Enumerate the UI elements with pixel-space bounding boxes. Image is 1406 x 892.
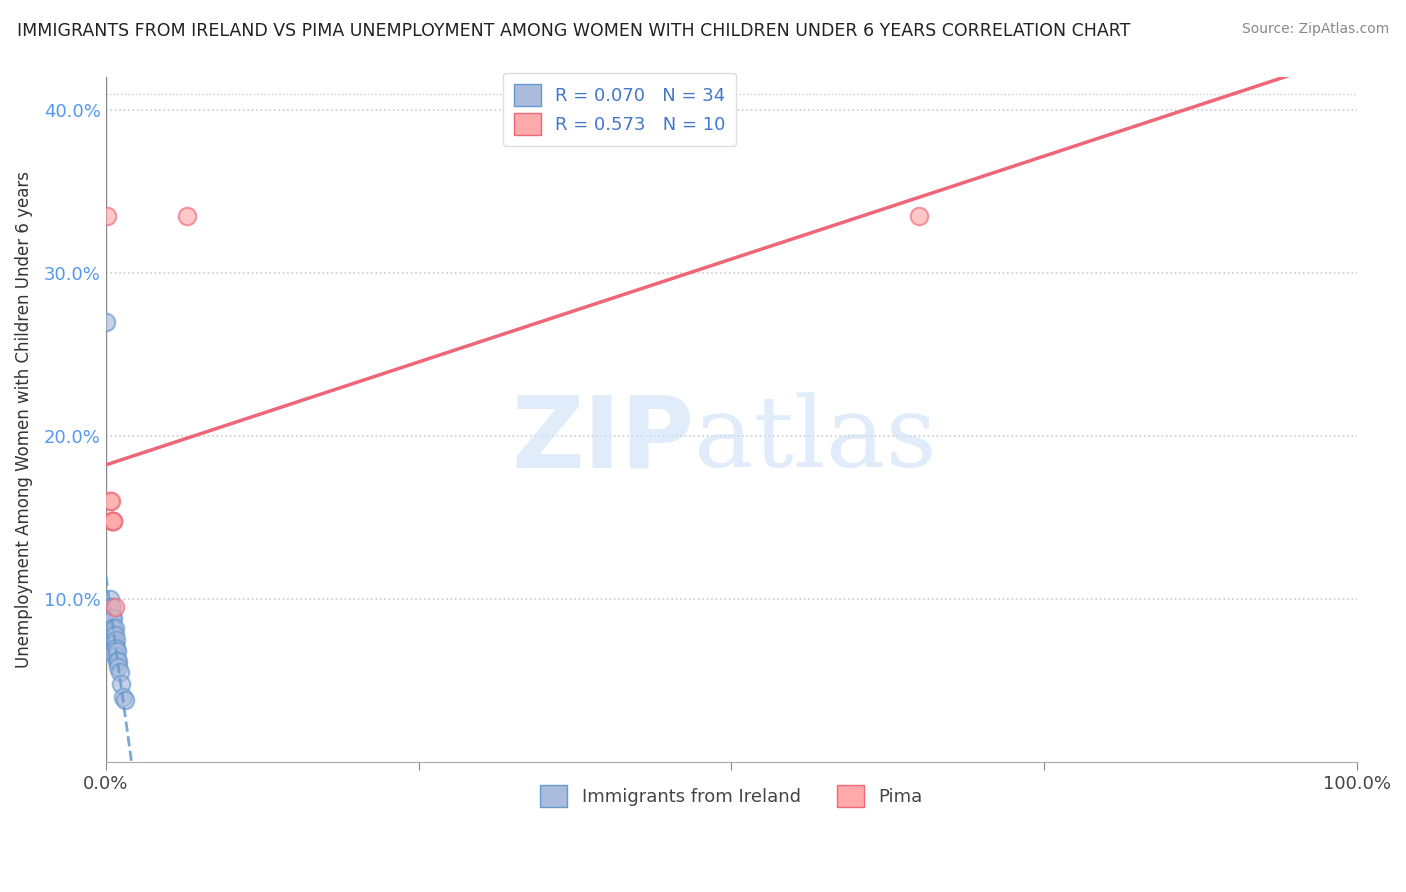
Point xyxy=(105,654,128,668)
Point xyxy=(104,632,127,647)
Point xyxy=(103,632,125,647)
Point xyxy=(101,611,124,625)
Point xyxy=(908,209,931,223)
Point xyxy=(104,637,127,651)
Point xyxy=(101,628,124,642)
Point xyxy=(98,599,121,614)
Point xyxy=(98,591,121,606)
Point xyxy=(100,621,122,635)
Point xyxy=(112,690,135,704)
Point xyxy=(100,494,122,508)
Point xyxy=(101,599,124,614)
Point xyxy=(100,628,122,642)
Point xyxy=(96,624,118,639)
Point xyxy=(104,599,127,614)
Point xyxy=(101,514,124,528)
Point xyxy=(98,616,121,631)
Point xyxy=(94,315,117,329)
Point xyxy=(107,660,129,674)
Text: ZIP: ZIP xyxy=(510,392,695,489)
Point xyxy=(100,605,122,619)
Point xyxy=(101,514,124,528)
Point xyxy=(96,209,118,223)
Point xyxy=(103,514,125,528)
Point xyxy=(104,621,127,635)
Point xyxy=(96,644,118,658)
Point xyxy=(104,640,127,655)
Point xyxy=(110,676,132,690)
Text: atlas: atlas xyxy=(695,392,936,488)
Point xyxy=(97,608,120,623)
Point xyxy=(108,665,131,680)
Point xyxy=(103,514,125,528)
Text: Source: ZipAtlas.com: Source: ZipAtlas.com xyxy=(1241,22,1389,37)
Point xyxy=(97,628,120,642)
Point xyxy=(103,621,125,635)
Point xyxy=(105,644,128,658)
Point xyxy=(104,628,127,642)
Point xyxy=(100,611,122,625)
Point xyxy=(103,611,125,625)
Point xyxy=(114,693,136,707)
Legend: Immigrants from Ireland, Pima: Immigrants from Ireland, Pima xyxy=(533,778,929,814)
Point xyxy=(176,209,198,223)
Point xyxy=(107,654,129,668)
Text: IMMIGRANTS FROM IRELAND VS PIMA UNEMPLOYMENT AMONG WOMEN WITH CHILDREN UNDER 6 Y: IMMIGRANTS FROM IRELAND VS PIMA UNEMPLOY… xyxy=(17,22,1130,40)
Point xyxy=(94,624,117,639)
Point xyxy=(101,621,124,635)
Point xyxy=(98,494,121,508)
Point xyxy=(104,648,127,663)
Y-axis label: Unemployment Among Women with Children Under 6 years: Unemployment Among Women with Children U… xyxy=(15,171,32,668)
